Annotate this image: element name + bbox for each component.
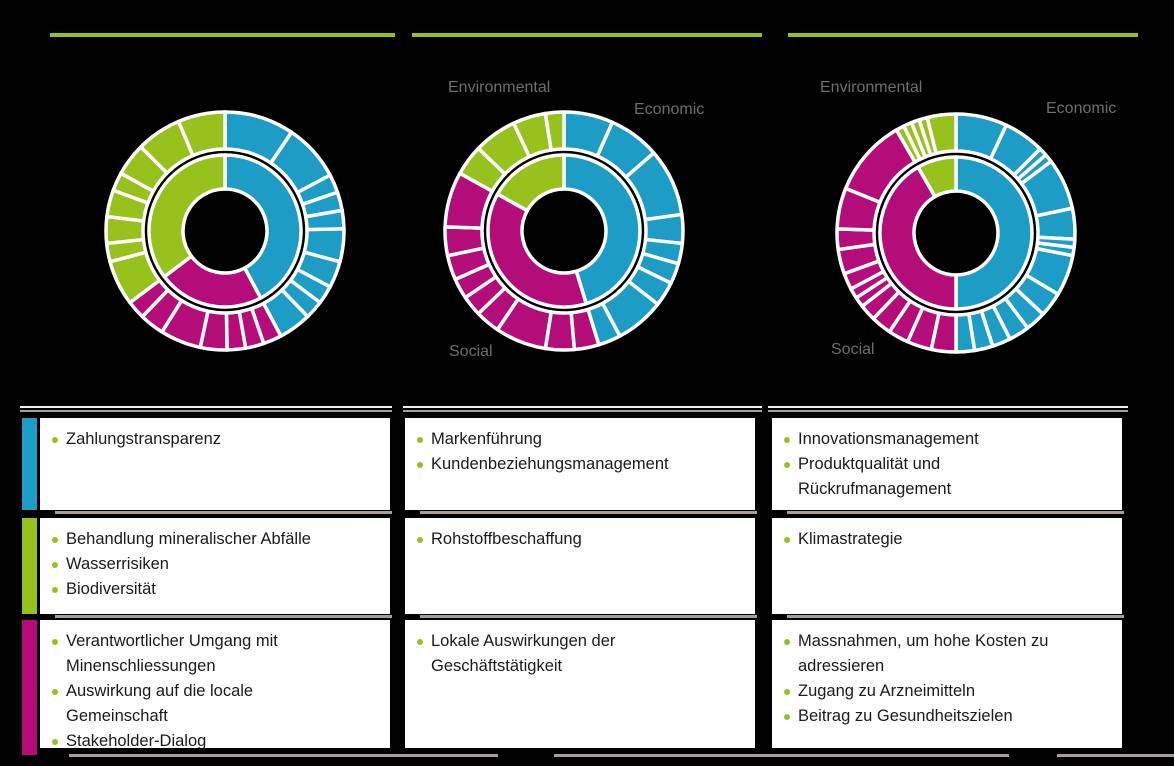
inner-segment-economic [223, 153, 303, 300]
inner-segment-environmental [916, 155, 958, 199]
bullet-item: Rohstoffbeschaffung [417, 527, 713, 552]
bullet-item: Innovationsmanagement [784, 427, 1080, 452]
bullet-item: Klimastrategie [784, 527, 1080, 552]
sunburst-svg [835, 112, 1077, 354]
column-accent-line-1 [50, 33, 395, 37]
bullet-item: Zahlungstransparenz [52, 427, 348, 452]
bullet-list: Markenführung Kundenbeziehungsmanagement [405, 418, 755, 477]
bullet-item: Massnahmen, um hohe Kosten zu adressiere… [784, 629, 1080, 679]
separator-line-white-col3 [768, 406, 1128, 408]
sunburst-svg [104, 110, 346, 352]
column-accent-line-3 [788, 33, 1138, 37]
separator-line-white-col1 [20, 406, 392, 408]
bullet-list: Verantwortlicher Umgang mit Minenschlies… [40, 620, 390, 748]
card-col1-row3: Verantwortlicher Umgang mit Minenschlies… [40, 620, 390, 748]
bottom-edge-line-1 [69, 754, 498, 757]
bullet-item: Auswirkung auf die locale Gemeinschaft [52, 679, 348, 729]
separator-line-tan-col1 [20, 410, 392, 412]
bullet-item: Behandlung mineralischer Abfälle [52, 527, 348, 552]
inner-segment-environmental [147, 153, 227, 279]
card-col2-row3: Lokale Auswirkungen der Geschäftstätigke… [405, 620, 755, 748]
card-shadow-row1-col1 [55, 511, 392, 514]
row-accent-bar-social [22, 620, 37, 755]
card-shadow-row1-col2 [420, 511, 757, 514]
bullet-item: Kundenbeziehungsmanagement [417, 452, 713, 477]
bullet-item: Produktqualität und Rückrufmanagement [784, 452, 1080, 502]
card-col3-row3: Massnahmen, um hohe Kosten zu adressiere… [772, 620, 1122, 748]
row-accent-bar-environmental [22, 518, 37, 614]
inner-segment-social [878, 165, 958, 311]
pillar-label-social-chart2: Social [449, 343, 493, 360]
bullet-list: Zahlungstransparenz [40, 418, 390, 452]
card-col1-row1: Zahlungstransparenz [40, 418, 390, 510]
bullet-item: Zugang zu Arzneimitteln [784, 679, 1080, 704]
bottom-edge-line-2 [554, 754, 1009, 757]
column-accent-line-2 [412, 33, 762, 37]
row-accent-bar-economic [22, 418, 37, 510]
inner-segment-social [486, 192, 588, 309]
bullet-list: Behandlung mineralischer Abfälle Wasserri… [40, 518, 390, 602]
outer-segment-environmental-8 [176, 110, 227, 158]
outer-segment-environmental-5 [925, 112, 958, 156]
bullet-item: Beitrag zu Gesundheitszielen [784, 704, 1080, 729]
sunburst-chart-1 [94, 100, 356, 362]
outer-segment-social-10 [835, 227, 877, 252]
inner-segment-economic [562, 153, 642, 306]
bullet-item: Markenführung [417, 427, 713, 452]
pillar-label-economic-chart3: Economic [1046, 100, 1117, 117]
bullet-item: Lokale Auswirkungen der Geschäftstätigke… [417, 629, 713, 679]
card-col3-row1: Innovationsmanagement Produktqualität und… [772, 418, 1122, 510]
card-shadow-row2-col2 [420, 615, 757, 618]
bullet-item: Stakeholder-Dialog [52, 729, 348, 748]
pillar-label-social-chart3: Social [831, 341, 875, 358]
card-shadow-row1-col3 [787, 511, 1124, 514]
bullet-item: Verantwortlicher Umgang mit Minenschlies… [52, 629, 348, 679]
card-col2-row2: Rohstoffbeschaffung [405, 518, 755, 614]
bullet-item: Wasserrisiken [52, 552, 348, 577]
sunburst-chart-2 [433, 100, 695, 362]
card-shadow-row2-col3 [787, 615, 1124, 618]
separator-line-white-col2 [403, 406, 762, 408]
card-shadow-row2-col1 [55, 615, 392, 618]
pillar-label-environmental-chart3: Environmental [820, 79, 923, 96]
card-col2-row1: Markenführung Kundenbeziehungsmanagement [405, 418, 755, 510]
sunburst-svg [443, 110, 685, 352]
pillar-label-environmental-chart2: Environmental [448, 79, 551, 96]
sunburst-chart-3 [825, 102, 1087, 364]
pillar-label-economic-chart2: Economic [634, 101, 705, 118]
bullet-list: Rohstoffbeschaffung [405, 518, 755, 552]
separator-line-tan-col3 [768, 410, 1128, 412]
bullet-list: Klimastrategie [772, 518, 1122, 552]
bottom-edge-line-3 [1057, 754, 1174, 757]
bullet-list: Massnahmen, um hohe Kosten zu adressiere… [772, 620, 1122, 729]
card-col1-row2: Behandlung mineralischer Abfälle Wasserri… [40, 518, 390, 614]
card-col3-row2: Klimastrategie [772, 518, 1122, 614]
bullet-list: Lokale Auswirkungen der Geschäftstätigke… [405, 620, 755, 679]
inner-segment-economic [954, 155, 1034, 311]
outer-segment-environmental-4 [543, 110, 566, 152]
bullet-item: Biodiversität [52, 577, 348, 602]
bullet-list: Innovationsmanagement Produktqualität und… [772, 418, 1122, 502]
separator-line-tan-col2 [403, 410, 762, 412]
inner-segment-environmental [495, 153, 566, 213]
